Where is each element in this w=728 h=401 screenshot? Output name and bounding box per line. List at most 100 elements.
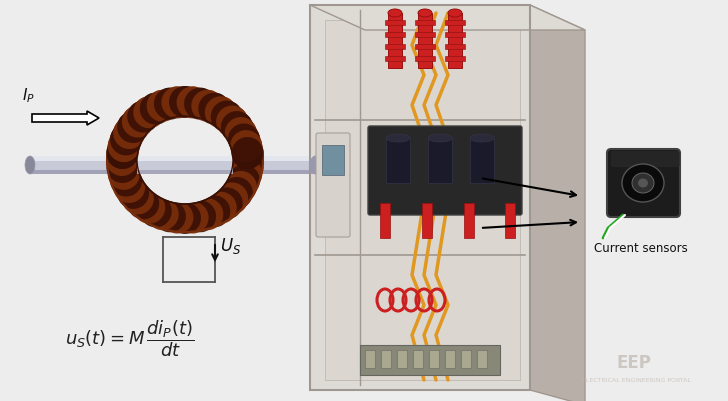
Ellipse shape — [162, 87, 194, 118]
Text: $u_S(t) = M\,\dfrac{di_P(t)}{dt}$: $u_S(t) = M\,\dfrac{di_P(t)}{dt}$ — [65, 318, 194, 359]
Bar — [418, 13, 432, 68]
Ellipse shape — [232, 144, 264, 176]
Ellipse shape — [25, 156, 35, 174]
Ellipse shape — [114, 171, 145, 203]
Bar — [464, 203, 474, 238]
Bar — [385, 32, 405, 37]
Ellipse shape — [230, 130, 262, 162]
FancyBboxPatch shape — [607, 149, 680, 217]
Ellipse shape — [169, 86, 201, 118]
Bar — [413, 350, 423, 368]
Ellipse shape — [108, 158, 140, 190]
Text: EEP: EEP — [616, 354, 651, 372]
Ellipse shape — [205, 96, 237, 128]
Bar — [360, 345, 500, 375]
Ellipse shape — [428, 134, 452, 142]
Ellipse shape — [211, 101, 242, 133]
Ellipse shape — [211, 101, 242, 133]
Ellipse shape — [632, 173, 654, 193]
Bar — [428, 138, 452, 183]
Ellipse shape — [127, 101, 159, 133]
Ellipse shape — [228, 124, 260, 156]
Ellipse shape — [216, 105, 248, 138]
Bar — [477, 350, 487, 368]
Bar — [415, 32, 435, 37]
Ellipse shape — [146, 90, 178, 122]
Bar — [137, 170, 233, 174]
Ellipse shape — [177, 202, 209, 233]
Bar — [445, 350, 455, 368]
Ellipse shape — [225, 171, 257, 203]
Ellipse shape — [388, 9, 402, 17]
Ellipse shape — [232, 137, 264, 169]
Ellipse shape — [225, 117, 257, 149]
Ellipse shape — [184, 88, 216, 119]
Ellipse shape — [198, 93, 230, 125]
Bar — [385, 56, 405, 61]
Ellipse shape — [110, 124, 142, 156]
Ellipse shape — [114, 117, 145, 149]
Polygon shape — [530, 5, 585, 401]
Ellipse shape — [114, 117, 145, 149]
Text: ELECTRICAL ENGINEERING PORTAL: ELECTRICAL ENGINEERING PORTAL — [582, 378, 691, 383]
Ellipse shape — [117, 111, 149, 143]
Bar — [325, 20, 520, 380]
Bar — [381, 350, 391, 368]
Bar — [385, 44, 405, 49]
Ellipse shape — [191, 90, 223, 122]
Ellipse shape — [221, 177, 253, 209]
FancyBboxPatch shape — [368, 126, 522, 215]
Bar — [445, 44, 465, 49]
Bar — [448, 13, 462, 68]
Bar — [310, 5, 530, 390]
Ellipse shape — [386, 134, 410, 142]
Ellipse shape — [110, 124, 142, 156]
Ellipse shape — [106, 137, 138, 169]
Ellipse shape — [127, 187, 159, 219]
Bar — [445, 20, 465, 25]
Ellipse shape — [177, 87, 209, 118]
Ellipse shape — [122, 105, 154, 138]
Ellipse shape — [122, 182, 154, 215]
FancyBboxPatch shape — [316, 133, 350, 237]
Ellipse shape — [232, 137, 264, 169]
Text: $U_S$: $U_S$ — [220, 236, 241, 256]
Ellipse shape — [230, 158, 262, 190]
Ellipse shape — [184, 88, 216, 119]
Ellipse shape — [140, 93, 172, 125]
Ellipse shape — [117, 111, 149, 143]
Ellipse shape — [228, 164, 260, 196]
Ellipse shape — [140, 93, 172, 125]
Ellipse shape — [225, 117, 257, 149]
Bar — [415, 56, 435, 61]
Ellipse shape — [146, 90, 178, 122]
Bar — [415, 44, 435, 49]
Ellipse shape — [198, 195, 230, 227]
Bar — [386, 138, 410, 183]
Bar — [385, 20, 405, 25]
FancyArrow shape — [32, 111, 99, 125]
Ellipse shape — [127, 101, 159, 133]
Ellipse shape — [162, 202, 194, 233]
Ellipse shape — [140, 195, 172, 227]
Ellipse shape — [108, 130, 140, 162]
Ellipse shape — [228, 124, 260, 156]
Ellipse shape — [184, 200, 216, 232]
Ellipse shape — [310, 156, 320, 174]
Ellipse shape — [169, 202, 201, 234]
Ellipse shape — [110, 164, 142, 196]
Bar — [505, 203, 515, 238]
Ellipse shape — [622, 164, 664, 202]
Ellipse shape — [106, 137, 138, 169]
Bar — [445, 56, 465, 61]
Ellipse shape — [106, 151, 138, 183]
Bar — [30, 170, 315, 174]
Ellipse shape — [198, 93, 230, 125]
Bar — [310, 5, 530, 390]
Bar — [30, 156, 315, 161]
Ellipse shape — [106, 144, 138, 176]
FancyBboxPatch shape — [611, 151, 680, 167]
Bar — [322, 145, 344, 175]
Ellipse shape — [221, 111, 253, 143]
Text: $I_P$: $I_P$ — [22, 86, 35, 105]
